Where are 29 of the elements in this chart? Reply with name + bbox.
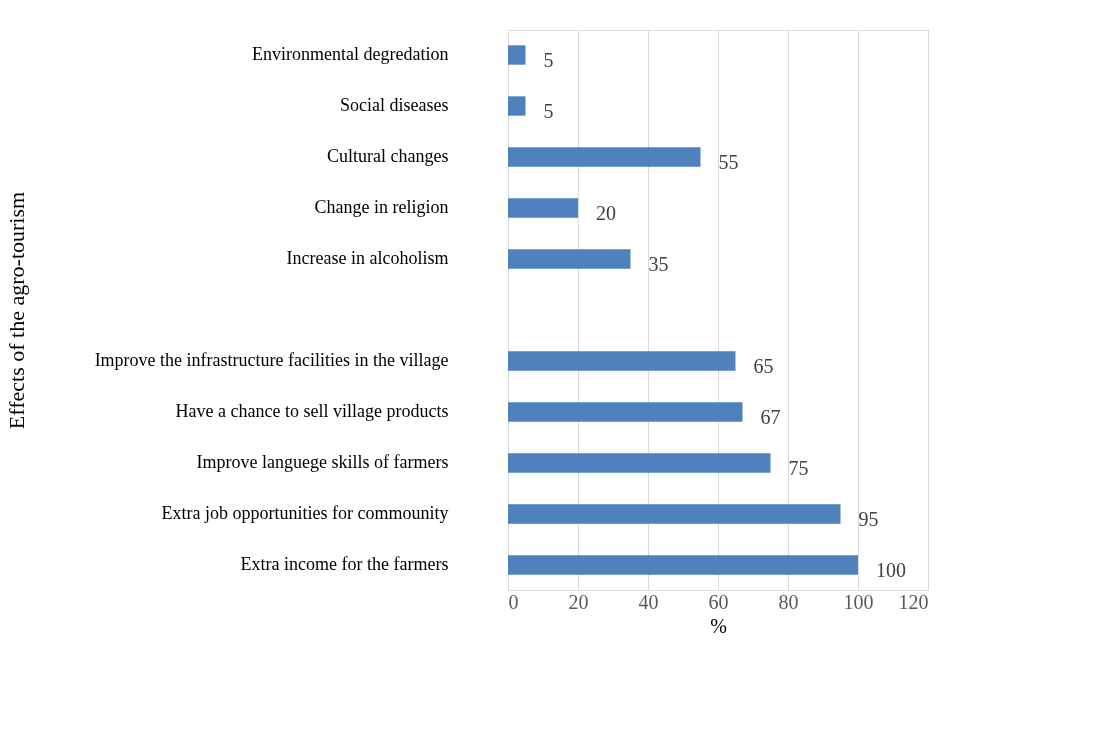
data-label: 5: [543, 48, 554, 71]
data-label: 100: [876, 559, 906, 582]
y-tick-label: Extra job opportunities for commounity: [161, 503, 449, 524]
data-label: 35: [648, 253, 669, 275]
y-tick-label: Environmental degredation: [252, 43, 449, 64]
y-tick-label: Have a chance to sell village products: [175, 401, 449, 421]
data-label: 65: [753, 355, 774, 377]
x-tick-label: 0: [508, 590, 519, 613]
x-tick-label: 100: [843, 590, 874, 613]
y-tick-label: Increase in alcoholism: [286, 248, 449, 268]
y-tick-label: Extra income for the farmers: [240, 554, 449, 575]
y-axis-title: Effects of the agro-tourism: [3, 191, 29, 430]
y-tick-label: Social diseases: [340, 94, 449, 115]
data-label: 5: [543, 99, 554, 122]
x-tick-label: 80: [778, 590, 799, 613]
data-label: 75: [788, 457, 809, 480]
data-label: 55: [718, 150, 739, 173]
y-tick-label: Cultural changes: [327, 145, 449, 166]
x-tick-label: 120: [898, 590, 929, 613]
x-tick-label: 20: [568, 590, 589, 613]
y-tick-label: Improve the infrastructure facilities in the village: [94, 350, 449, 370]
data-label: 67: [760, 406, 781, 428]
data-label: 95: [858, 508, 879, 531]
x-tick-label: 40: [638, 590, 659, 613]
x-axis-title: %: [710, 614, 727, 637]
x-tick-label: 60: [708, 590, 729, 613]
y-tick-label: Improve languege skills of farmers: [196, 452, 449, 473]
y-tick-label: Change in religion: [314, 197, 449, 217]
data-label: 20: [596, 202, 616, 224]
